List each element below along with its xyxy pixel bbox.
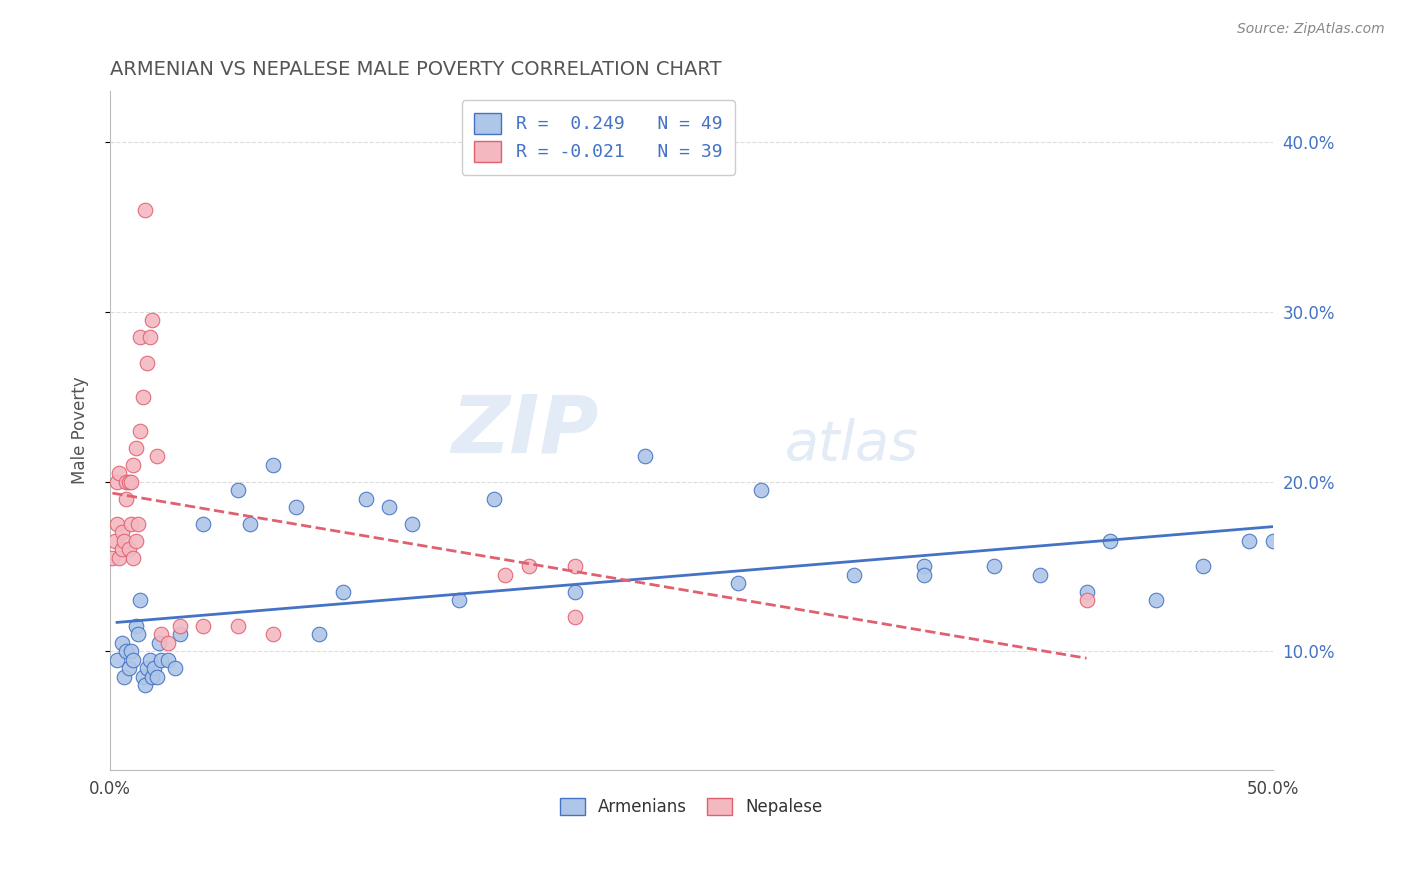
Point: [105, 516, 128, 531]
Point: [1029, 567, 1052, 582]
Point: [842, 567, 865, 582]
Point: [226, 619, 249, 633]
Point: [145, 670, 167, 684]
Point: [482, 491, 505, 506]
Point: [138, 653, 160, 667]
Point: [134, 202, 156, 217]
Point: [191, 516, 214, 531]
Point: [564, 559, 586, 574]
Point: [378, 500, 401, 514]
Point: [141, 313, 163, 327]
Point: [150, 627, 173, 641]
Point: [148, 636, 170, 650]
Point: [122, 458, 145, 472]
Text: ZIP: ZIP: [451, 392, 599, 469]
Point: [118, 475, 141, 489]
Point: [111, 636, 134, 650]
Point: [141, 670, 163, 684]
Point: [517, 559, 540, 574]
Point: [332, 584, 354, 599]
Point: [1191, 559, 1213, 574]
Point: [634, 449, 657, 463]
Point: [157, 653, 180, 667]
Point: [115, 644, 138, 658]
Point: [105, 475, 128, 489]
Point: [127, 516, 149, 531]
Point: [118, 542, 141, 557]
Legend: Armenians, Nepalese: Armenians, Nepalese: [553, 791, 830, 822]
Point: [285, 500, 308, 514]
Point: [108, 466, 131, 480]
Point: [564, 610, 586, 624]
Point: [1076, 584, 1098, 599]
Point: [131, 670, 153, 684]
Text: Source: ZipAtlas.com: Source: ZipAtlas.com: [1237, 22, 1385, 37]
Point: [1144, 593, 1167, 607]
Point: [120, 644, 142, 658]
Point: [727, 576, 749, 591]
Point: [169, 619, 191, 633]
Point: [191, 619, 214, 633]
Point: [138, 330, 160, 344]
Point: [983, 559, 1005, 574]
Point: [120, 516, 142, 531]
Point: [354, 491, 377, 506]
Point: [226, 483, 249, 497]
Point: [129, 593, 152, 607]
Point: [564, 584, 586, 599]
Point: [1239, 533, 1261, 548]
Point: [1076, 593, 1098, 607]
Point: [122, 653, 145, 667]
Point: [104, 533, 127, 548]
Point: [105, 653, 128, 667]
Point: [129, 330, 152, 344]
Point: [112, 533, 135, 548]
Point: [262, 627, 284, 641]
Point: [108, 550, 131, 565]
Point: [447, 593, 470, 607]
Point: [157, 636, 180, 650]
Point: [127, 627, 149, 641]
Point: [136, 356, 159, 370]
Point: [239, 516, 262, 531]
Point: [112, 670, 135, 684]
Point: [120, 475, 142, 489]
Point: [111, 542, 134, 557]
Point: [1261, 533, 1284, 548]
Point: [749, 483, 772, 497]
Point: [145, 449, 167, 463]
Text: ARMENIAN VS NEPALESE MALE POVERTY CORRELATION CHART: ARMENIAN VS NEPALESE MALE POVERTY CORREL…: [110, 60, 721, 78]
Point: [401, 516, 423, 531]
Point: [111, 525, 134, 540]
Point: [129, 424, 152, 438]
Point: [262, 458, 284, 472]
Point: [912, 559, 935, 574]
Point: [124, 619, 146, 633]
Point: [165, 661, 187, 675]
Point: [143, 661, 166, 675]
Point: [122, 550, 145, 565]
Point: [308, 627, 330, 641]
Point: [494, 567, 516, 582]
Point: [131, 390, 153, 404]
Point: [124, 533, 146, 548]
Point: [118, 661, 141, 675]
Point: [134, 678, 156, 692]
Text: atlas: atlas: [785, 417, 918, 471]
Point: [150, 653, 173, 667]
Y-axis label: Male Poverty: Male Poverty: [72, 376, 89, 484]
Point: [115, 491, 138, 506]
Point: [169, 627, 191, 641]
Point: [136, 661, 159, 675]
Point: [1098, 533, 1121, 548]
Point: [115, 475, 138, 489]
Point: [912, 567, 935, 582]
Point: [101, 550, 124, 565]
Point: [124, 441, 146, 455]
